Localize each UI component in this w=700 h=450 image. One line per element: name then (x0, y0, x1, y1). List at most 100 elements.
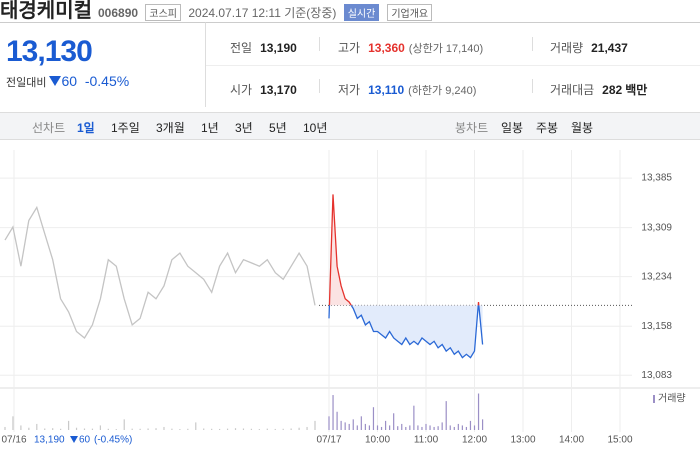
volume-bar (83, 428, 86, 430)
volume-bar (401, 423, 403, 430)
stat-value: 13,360 (368, 41, 405, 55)
volume-bar (417, 425, 419, 430)
tab[interactable]: 3개월 (156, 121, 185, 135)
realtime-badge[interactable]: 실시간 (343, 4, 380, 21)
tab[interactable]: 월봉 (571, 121, 594, 135)
volume-bar (20, 425, 22, 430)
volume-bar (226, 428, 229, 430)
volume-bar (250, 428, 253, 430)
volume-bar (282, 428, 284, 430)
volume-bar (393, 413, 395, 430)
tab[interactable]: 1일 (77, 121, 95, 135)
volume-bar (107, 428, 109, 430)
stat-value: 282 (602, 83, 623, 97)
volume-bar (195, 422, 197, 430)
volume-bar (368, 425, 371, 430)
volume-bar (179, 429, 181, 430)
y-tick-label: 13,158 (641, 321, 672, 332)
stat-label: 전일 (230, 41, 253, 55)
volume-bar (328, 416, 330, 430)
x-tick-label: 07/17 (316, 435, 341, 446)
y-tick-label: 13,234 (641, 271, 672, 282)
stat-unit: 백만 (625, 83, 648, 97)
footer-value: 13,190 (34, 435, 65, 446)
volume-bar (171, 428, 173, 430)
y-tick-label: 13,083 (641, 370, 672, 381)
footer-rate: (-0.45%) (94, 435, 132, 446)
volume-bar (465, 426, 468, 430)
volume-bar (437, 426, 439, 430)
chart: 13,385 13,309 13,234 13,158 13,083 07/16 07/17… (0, 150, 700, 446)
volume-bar (421, 426, 423, 430)
tab[interactable]: 1주일 (111, 121, 140, 135)
separator (319, 37, 320, 51)
volume-bar (356, 425, 358, 430)
volume-bar (336, 411, 338, 430)
tab[interactable]: 일봉 (501, 121, 524, 135)
stat-value: 13,170 (260, 83, 297, 97)
y-tick-label: 13,309 (641, 222, 672, 233)
volume-bar (397, 426, 399, 430)
x-tick-label: 12:00 (462, 435, 487, 446)
volume-bar (163, 426, 165, 430)
footer-arrow (70, 436, 78, 443)
volume-bar (115, 429, 117, 430)
volume-bar (147, 428, 149, 430)
stat-label: 고가 (338, 41, 361, 55)
change-amount: 60 (61, 73, 78, 89)
stat-label: 거래대금 (550, 83, 595, 97)
volume-bar (360, 416, 362, 430)
price-line-down (328, 305, 484, 359)
tab[interactable]: 3년 (235, 121, 253, 135)
volume-bar (155, 428, 157, 430)
stock-name: 태경케미컬 (0, 0, 92, 22)
volume-bar (445, 401, 447, 430)
volume-bar (429, 425, 431, 430)
volume-bar (314, 420, 316, 430)
volume-bar (75, 427, 78, 430)
price-line (4, 205, 316, 339)
current-price: 13,130 (6, 35, 93, 68)
separator (532, 37, 533, 51)
volume-bar (131, 428, 133, 430)
tab-group-label: 선차트 (32, 121, 66, 135)
x-tick-label: 10:00 (365, 435, 390, 446)
volume-bar (36, 423, 38, 430)
volume-bar (266, 428, 268, 430)
stat-value: 13,190 (260, 41, 297, 55)
company-info-button[interactable]: 기업개요 (387, 4, 433, 21)
x-tick-label: 14:00 (559, 435, 584, 446)
row-divider (206, 65, 700, 66)
price-box: 13,130 전일대비 60 -0.45% (0, 22, 206, 107)
volume-bar (28, 427, 30, 430)
volume-bar (44, 428, 46, 430)
x-tick-label: 11:00 (414, 435, 439, 446)
tab[interactable]: 주봉 (536, 121, 559, 135)
volume-bar (306, 426, 308, 430)
volume-bar (469, 420, 472, 430)
volume-bar (425, 423, 427, 430)
stat-label: 거래량 (550, 41, 584, 55)
separator (319, 79, 320, 93)
stat-cell: 전일 13,190 (230, 39, 297, 56)
volume-bar (123, 419, 125, 430)
stat-value: 21,437 (591, 41, 628, 55)
chart-tabs: 선차트 1일 1주일 3개월 1년 3년 5년 10년 봉차트 일봉 주봉 월봉 (0, 112, 700, 140)
volume-bar (384, 420, 387, 430)
volume-bar (389, 425, 391, 430)
volume-bar (67, 420, 70, 430)
stat-label: 시가 (230, 83, 253, 97)
tab[interactable]: 5년 (269, 121, 287, 135)
volume-bar (340, 420, 342, 430)
stock-code: 006890 (98, 6, 139, 20)
tab[interactable]: 10년 (303, 121, 328, 135)
volume-bar (4, 426, 6, 430)
volume-bar (433, 426, 435, 430)
tab[interactable]: 1년 (201, 121, 219, 135)
x-tick-label: 15:00 (607, 435, 632, 446)
change-rate: -0.45% (84, 73, 130, 89)
volume-bar (364, 423, 366, 430)
volume-bar (441, 422, 443, 430)
volume-bar (481, 419, 484, 430)
